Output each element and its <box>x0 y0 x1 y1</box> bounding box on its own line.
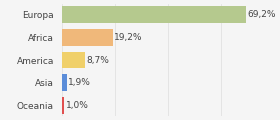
Text: 69,2%: 69,2% <box>247 10 276 19</box>
Text: 19,2%: 19,2% <box>114 33 143 42</box>
Text: 1,9%: 1,9% <box>68 78 91 87</box>
Bar <box>62 97 64 114</box>
Bar <box>62 29 113 46</box>
Bar <box>62 74 67 91</box>
Bar <box>62 6 246 23</box>
Text: 1,0%: 1,0% <box>66 101 88 110</box>
Text: 8,7%: 8,7% <box>86 55 109 65</box>
Bar <box>62 52 85 68</box>
